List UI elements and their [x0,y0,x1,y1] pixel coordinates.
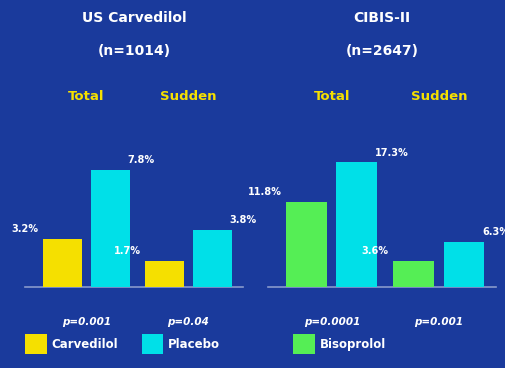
Text: CIBIS-II: CIBIS-II [353,11,410,25]
Bar [25,334,46,354]
Text: US Carvedilol: US Carvedilol [82,11,186,25]
Text: Sudden: Sudden [410,90,466,103]
Text: p=0.04: p=0.04 [167,317,209,327]
Text: 6.3%: 6.3% [481,227,505,237]
Text: (n=1014): (n=1014) [97,44,170,58]
Text: Sudden: Sudden [160,90,216,103]
Bar [442,242,484,287]
Text: 3.8%: 3.8% [229,215,257,225]
Bar [141,334,163,354]
Text: Bisoprolol: Bisoprolol [319,337,385,351]
Bar [293,334,314,354]
Bar [42,239,82,287]
Text: p=0.001: p=0.001 [62,317,111,327]
Bar [393,261,433,287]
Bar [286,202,327,287]
Text: p=0.001: p=0.001 [414,317,463,327]
Text: p=0.0001: p=0.0001 [303,317,360,327]
Text: (n=2647): (n=2647) [345,44,418,58]
Bar [90,170,129,287]
Text: 3.2%: 3.2% [11,224,38,234]
Text: 3.6%: 3.6% [361,246,388,256]
Text: Total: Total [313,90,349,103]
Text: 17.3%: 17.3% [375,148,408,158]
Bar [192,230,231,287]
Text: 11.8%: 11.8% [247,187,281,197]
Bar [336,163,377,287]
Text: 7.8%: 7.8% [127,155,155,164]
Text: Placebo: Placebo [168,337,220,351]
Bar [145,261,184,287]
Text: Total: Total [68,90,104,103]
Text: Carvedilol: Carvedilol [52,337,118,351]
Text: 1.7%: 1.7% [114,247,140,256]
